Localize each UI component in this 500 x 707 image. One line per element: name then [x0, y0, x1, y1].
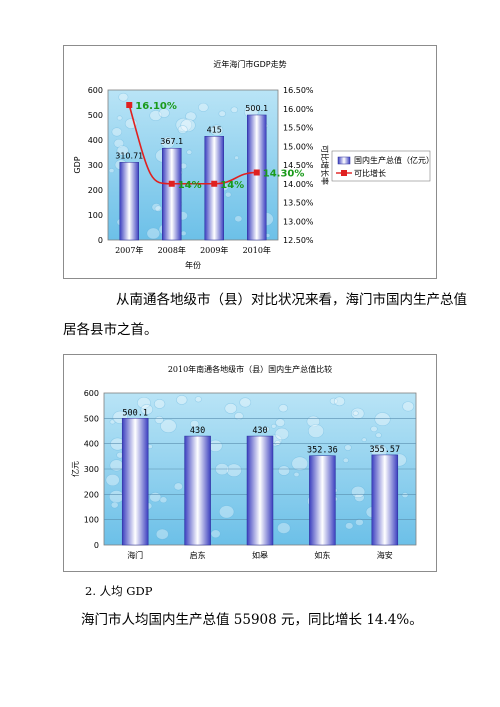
- growth-value-label: 14%: [220, 180, 244, 191]
- x-tick-label: 2009年: [200, 245, 228, 255]
- y2-tick-label: 12.50%: [283, 236, 314, 245]
- gdp-bar: [162, 147, 182, 241]
- y2-axis-label: 可比增长率: [320, 145, 330, 185]
- gdp-bar: [247, 114, 267, 241]
- y-tick-label: 300: [88, 161, 103, 170]
- y-tick-label: 600: [88, 86, 103, 95]
- x-tick-label: 2007年: [115, 245, 143, 255]
- y-tick-label: 0: [98, 236, 103, 245]
- x-tick-label: 海安: [377, 550, 393, 560]
- y-tick-label: 400: [88, 136, 103, 145]
- gdp-bar-value-label: 367.1: [160, 137, 183, 146]
- growth-value-label: 14%: [178, 180, 202, 191]
- y-tick-label: 500: [88, 111, 103, 120]
- paragraph-comparison-line1: 从南通各地级市（县）对比状况来看，海门市国内生产总值: [116, 292, 467, 308]
- y2-tick-label: 16.00%: [283, 105, 314, 114]
- legend-box: [331, 150, 431, 182]
- growth-point-marker: [126, 102, 133, 108]
- growth-line: [128, 104, 257, 185]
- x-tick-label: 2010年: [243, 245, 271, 255]
- paragraph-per-capita-gdp: 海门市人均国内生产总值 55908 元，同比增长 14.4%。: [81, 612, 423, 628]
- y2-tick-label: 13.00%: [283, 217, 314, 226]
- y-tick-label: 200: [84, 490, 99, 499]
- county-gdp-bar: [184, 435, 211, 546]
- y-tick-label: 200: [88, 186, 103, 195]
- gdp-trend-chart-svg: 近年海门市GDP走势 0 100 200 300 400 500 600 12.50% 13.00…: [73, 59, 434, 270]
- legend-line-label: 可比增长: [354, 168, 386, 178]
- y-axis-label: GDP: [73, 156, 82, 173]
- county-gdp-value-label: 430: [190, 426, 205, 436]
- county-gdp-bar: [309, 455, 336, 546]
- y-tick-label: 500: [84, 414, 99, 423]
- gdp-bar-value-label: 310.71: [115, 151, 143, 160]
- gdp-bar-value-label: 500.1: [245, 104, 268, 113]
- gdp-bar: [119, 162, 139, 241]
- y-tick-label: 400: [84, 440, 99, 449]
- legend-bar-swatch: [337, 156, 351, 165]
- growth-point-marker: [168, 180, 175, 187]
- county-gdp-value-label: 500.1: [122, 408, 148, 418]
- x-axis-label: 年份: [185, 260, 201, 270]
- section-heading-per-capita-gdp: 2. 人均 GDP: [85, 584, 153, 598]
- x-tick-label: 2008年: [158, 245, 186, 255]
- y-tick-label: 600: [84, 389, 99, 398]
- chart-title: 近年海门市GDP走势: [213, 59, 286, 69]
- y-tick-label: 100: [88, 211, 103, 220]
- gdp-bar-value-label: 415: [207, 125, 222, 134]
- county-gdp-bar: [121, 418, 149, 546]
- y-tick-label: 0: [94, 541, 99, 550]
- y2-tick-label: 15.50%: [283, 124, 314, 133]
- county-gdp-bar: [246, 435, 274, 546]
- y-tick-label: 300: [84, 465, 99, 474]
- gdp-bar: [204, 136, 224, 241]
- growth-point-marker: [211, 180, 218, 187]
- y-tick-label: 100: [84, 516, 99, 525]
- y2-tick-label: 13.50%: [283, 199, 314, 208]
- y2-tick-label: 15.00%: [283, 142, 314, 151]
- x-tick-label: 如皋: [252, 550, 268, 560]
- y2-tick-label: 14.50%: [283, 161, 314, 170]
- y-axis-label: 亿元: [70, 461, 80, 477]
- paragraph-comparison-line2: 居各县市之首。: [63, 322, 158, 338]
- county-gdp-bar: [371, 454, 399, 546]
- x-tick-label: 如东: [314, 550, 330, 560]
- county-gdp-value-label: 352.36: [307, 446, 338, 456]
- county-gdp-value-label: 355.57: [369, 445, 400, 455]
- y2-tick-label: 16.50%: [283, 86, 314, 95]
- legend-line-marker: [341, 170, 347, 176]
- county-gdp-comparison-chart-svg: 2010年南通各地级市（县）国内生产总值比较 0 100 200 300 400 500 60…: [70, 364, 417, 560]
- chart-title: 2010年南通各地级市（县）国内生产总值比较: [168, 364, 332, 374]
- y2-tick-label: 14.00%: [283, 180, 314, 189]
- growth-point-marker: [253, 169, 260, 176]
- county-gdp-value-label: 430: [252, 426, 267, 436]
- x-tick-label: 海门: [127, 550, 143, 560]
- legend-bar-label: 国内生产总值（亿元）: [354, 155, 434, 165]
- county-gdp-comparison-chart: 2010年南通各地级市（县）国内生产总值比较 0 100 200 300 400 500 60…: [63, 354, 437, 572]
- gdp-trend-chart: 近年海门市GDP走势 0 100 200 300 400 500 600 12.50% 13.00…: [63, 45, 437, 279]
- growth-value-label: 14.30%: [263, 169, 305, 180]
- x-tick-label: 启东: [190, 550, 206, 560]
- growth-value-label: 16.10%: [135, 101, 177, 112]
